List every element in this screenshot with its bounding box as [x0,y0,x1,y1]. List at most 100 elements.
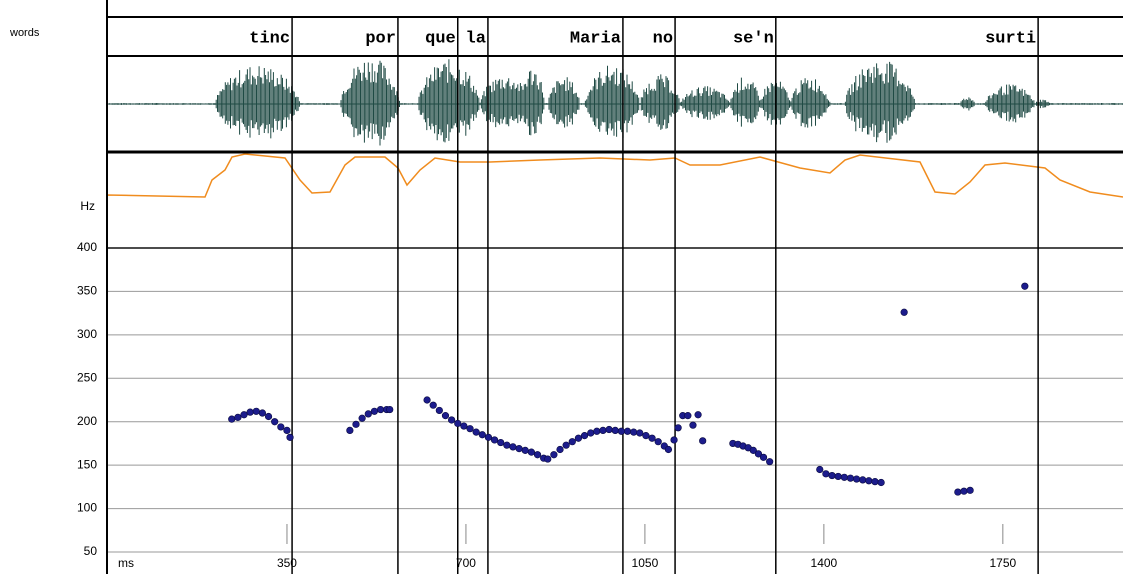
pitch-point [234,413,242,421]
pitch-point [684,412,692,420]
pitch-point [877,478,885,487]
pitch-point [674,424,682,432]
pitch-point [562,441,570,449]
waveform-trace [106,59,1123,146]
pitch-point [960,487,968,495]
word-label: tinc [249,29,290,48]
pitch-point [556,445,564,454]
pitch-point [1021,282,1029,290]
pitch-point [271,418,279,426]
y-tick-label: 300 [77,327,97,341]
pitch-point [754,450,763,458]
pitch-point [900,308,908,316]
pitch-point [630,428,638,436]
pitch-point [358,414,366,422]
y-tick-label: 150 [77,457,97,471]
tier-label: words [9,27,40,39]
pitch-point [654,438,662,446]
pitch-point [568,438,576,446]
pitch-point [605,425,613,434]
pitch-point [670,436,678,444]
pitch-point [636,429,644,437]
pitch-point [966,486,974,494]
pitch-point [544,455,552,463]
pitch-point [466,425,474,433]
pitch-point [460,422,468,430]
pitch-point [484,433,493,441]
pitch-point [648,434,656,442]
pitch-point [364,410,372,418]
word-label: Maria [570,29,621,48]
pitch-point [286,433,294,441]
pitch-point [623,427,632,435]
y-tick-label: 250 [77,370,97,384]
pitch-point [435,406,443,415]
x-tick-label: 1400 [811,556,838,570]
pitch-point [574,434,583,442]
pitch-point [766,458,774,466]
pitch-point [258,409,267,417]
pitch-point [840,473,848,481]
pitch-point [664,445,673,454]
pitch-point [822,470,830,478]
word-label: que [425,29,456,48]
pitch-point [429,401,437,409]
y-axis-label: Hz [80,199,95,213]
pitch-point [694,411,702,419]
pitch-point [533,451,542,459]
pitch-point [852,475,861,483]
pitch-point [252,407,260,415]
pitch-point [689,421,697,429]
y-tick-label: 200 [77,414,97,428]
word-label: la [466,29,486,48]
pitch-point [865,477,873,485]
pitch-point [346,426,354,435]
word-label: surti [985,29,1036,48]
pitch-point [240,411,248,419]
pitch-point [448,416,456,424]
pitch-point [352,420,360,428]
pitch-point [503,441,511,449]
pitch-point [441,412,450,420]
y-tick-label: 100 [77,501,97,515]
pitch-point [580,432,589,440]
pitch-point [478,431,486,439]
pitch-point [264,412,273,421]
pitch-point [859,476,867,484]
x-tick-label: 1750 [989,556,1016,570]
pitch-point [246,408,254,416]
x-tick-label: 350 [277,556,297,570]
pitch-point [816,465,824,474]
pitch-point [386,405,394,414]
pitch-point [642,432,650,440]
pitch-point [490,436,499,444]
pitch-point [423,396,431,404]
pitch-point [587,429,595,437]
pitch-point [759,453,768,461]
x-tick-label: 1050 [632,556,659,570]
word-label: no [653,29,673,48]
pitch-point [954,488,962,496]
pitch-point [277,423,285,431]
pitch-point [611,426,619,435]
pitch-point [228,415,236,423]
pitch-point [593,427,601,435]
pitch-point [550,451,558,459]
pitch-point [871,478,879,486]
y-tick-label: 350 [77,284,97,298]
pitch-point [497,438,505,447]
word-label: se'n [733,29,774,48]
pitch-point [617,427,625,435]
pitch-point [834,472,842,481]
pitch-point [846,474,855,482]
pitch-point [515,445,523,453]
waveform [106,59,1123,146]
pitch-point [699,437,707,445]
y-tick-label: 400 [77,240,97,254]
x-axis-label: ms [118,556,134,570]
pitch-point [527,448,535,456]
pitch-point [521,446,529,454]
word-label: por [365,29,396,48]
pitch-point [283,426,291,435]
